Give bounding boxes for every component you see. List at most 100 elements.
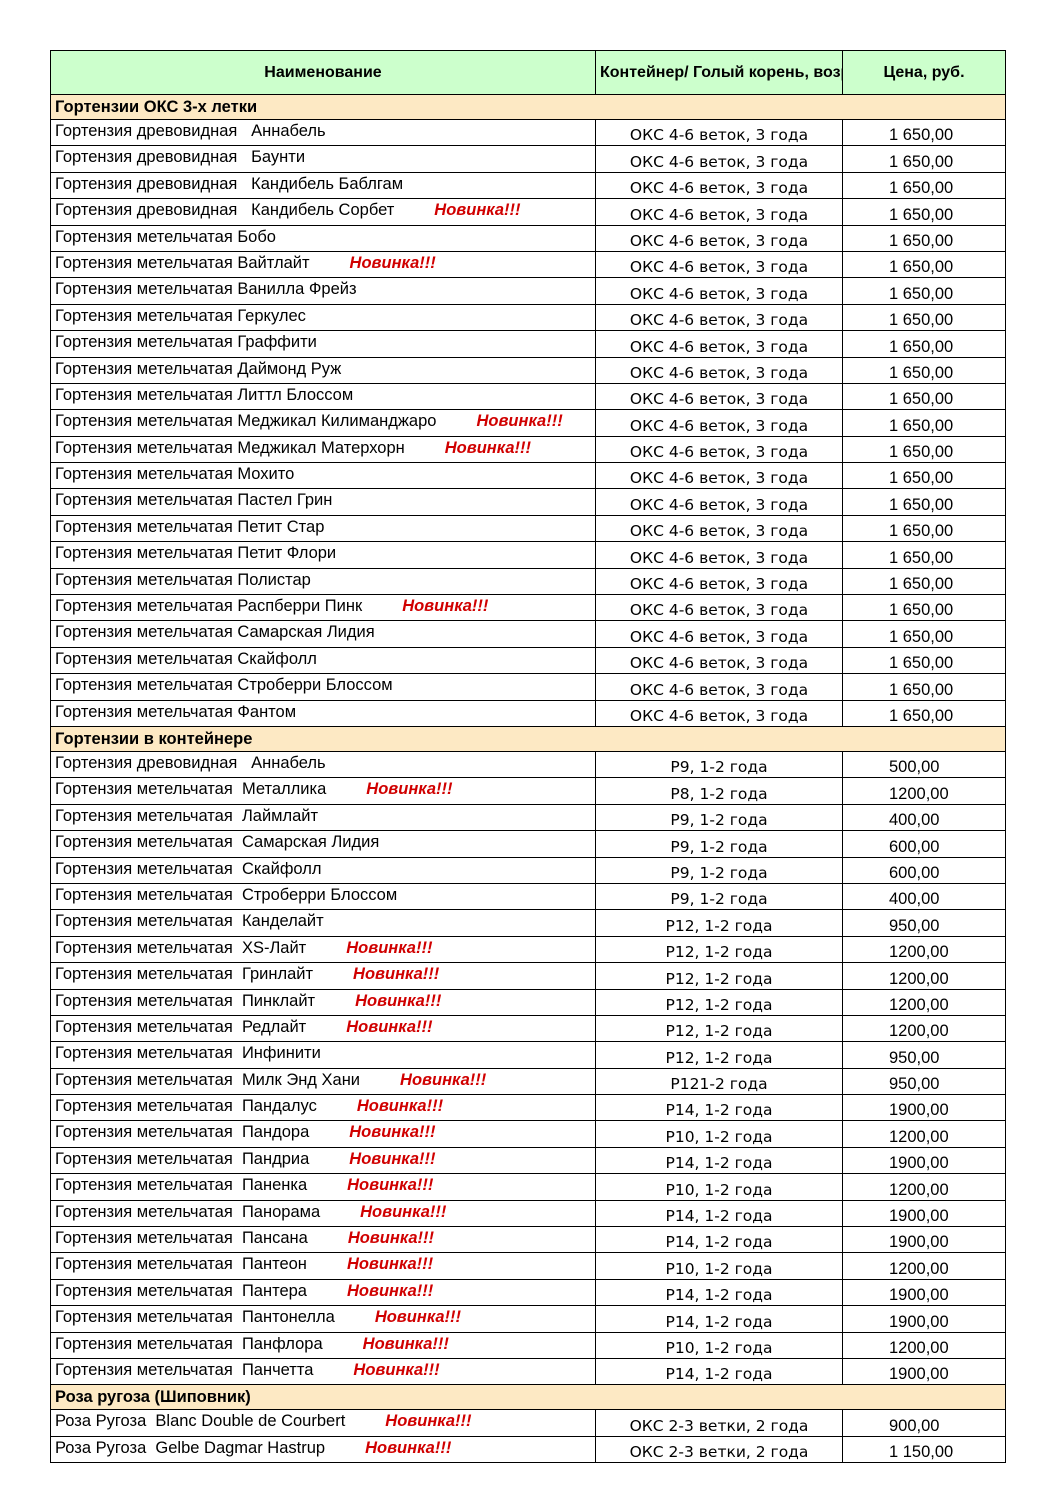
product-name-cell: Гортензия древовидная Аннабель (50, 750, 596, 779)
container-cell: Р12, 1-2 года (595, 909, 843, 937)
price-cell: 1 650,00 (842, 356, 1006, 384)
product-name: Гортензия древовидная Кандибель Сорбет (55, 201, 395, 220)
table-row: Гортензия метельчатая Панорама Новинка!!!… (50, 1199, 1006, 1228)
container-cell: Р10, 1-2 года (595, 1120, 843, 1148)
price-cell: 400,00 (842, 882, 1006, 911)
container-cell: Р14, 1-2 года (595, 1146, 843, 1175)
container-cell: ОКС 4-6 веток, 3 года (595, 435, 843, 464)
table-row: Гортензия метельчатая Пансана Новинка!!! Р… (50, 1226, 1006, 1254)
table-row: Гортензия метельчатая Пантонелла Новинка!… (50, 1305, 1006, 1333)
table-row: Гортензия метельчатая Петит Флори ОКС 4-6… (50, 541, 1006, 569)
table-row: Гортензия метельчатая Пинклайт Новинка!!!… (50, 988, 1006, 1016)
product-name-cell: Гортензия метельчатая Гринлайт Новинка!!! (50, 962, 596, 990)
product-name: Гортензия метельчатая Пинклайт (55, 991, 316, 1010)
product-name: Гортензия метельчатая Пантера (55, 1281, 307, 1300)
new-badge: Новинка!!! (353, 1360, 440, 1379)
product-name-cell: Гортензия метельчатая Даймонд Руж (50, 356, 596, 384)
product-name: Роза Ругоза Gelbe Dagmar Hastrup (55, 1438, 326, 1457)
product-name-cell: Гортензия метельчатая Полистар (50, 567, 596, 596)
product-name: Гортензия метельчатая Канделайт (55, 912, 324, 931)
product-name-cell: Гортензия метельчатая Канделайт (50, 909, 596, 937)
container-cell: Р121-2 года (595, 1067, 843, 1096)
new-badge: Новинка!!! (434, 201, 521, 220)
price-list-table: Наименование Контейнер/ Голый корень, во… (50, 50, 1006, 1464)
product-name-cell: Гортензия древовидная Кандибель Баблгам (50, 171, 596, 200)
container-cell: Р14, 1-2 года (595, 1094, 843, 1122)
product-name-cell: Гортензия метельчатая Самарская Лидия (50, 620, 596, 648)
product-name-cell: Гортензия метельчатая Редлайт Новинка!!! (50, 1014, 596, 1043)
product-name: Гортензия метельчатая Гринлайт (55, 965, 314, 984)
product-name-cell: Гортензия метельчатая Пантеон Новинка!!! (50, 1252, 596, 1280)
price-cell: 1 650,00 (842, 514, 1006, 543)
table-row: Гортензия метельчатая Редлайт Новинка!!! Р… (50, 1014, 1006, 1043)
product-name: Гортензия метельчатая Геркулес (55, 306, 306, 325)
container-cell: ОКС 4-6 веток, 3 года (595, 382, 843, 411)
table-row: Гортензия метельчатая Граффити ОКС 4-6 ве… (50, 330, 1006, 358)
product-name: Гортензия метельчатая Пансана (55, 1229, 308, 1248)
new-badge: Новинка!!! (347, 1176, 434, 1195)
table-row: Гортензия метельчатая Меджикал Матерхорн… (50, 435, 1006, 464)
product-name-cell: Гортензия метельчатая Геркулес (50, 303, 596, 332)
product-name: Гортензия метельчатая Распберри Пинк (55, 597, 363, 616)
price-cell: 1 650,00 (842, 699, 1006, 727)
price-cell: 1 650,00 (842, 435, 1006, 464)
product-name-cell: Гортензия метельчатая Литтл Блоссом (50, 382, 596, 411)
product-name-cell: Гортензия метельчатая Панчетта Новинка!!! (50, 1357, 596, 1386)
container-cell: ОКС 4-6 веток, 3 года (595, 699, 843, 727)
product-name: Гортензия метельчатая Скайфолл (55, 859, 322, 878)
product-name-cell: Гортензия метельчатая Пантера Новинка!!! (50, 1278, 596, 1307)
container-cell: ОКС 4-6 веток, 3 года (595, 356, 843, 384)
price-cell: 1900,00 (842, 1146, 1006, 1175)
product-name-cell: Гортензия метельчатая Пандриа Новинка!!! (50, 1146, 596, 1175)
section-row: Гортензии в контейнере (50, 725, 1006, 752)
container-cell: ОКС 4-6 веток, 3 года (595, 620, 843, 648)
table-row: Гортензия древовидная Аннабель Р9, 1-2 го… (50, 750, 1006, 779)
container-cell: ОКС 4-6 веток, 3 года (595, 171, 843, 200)
product-name-cell: Гортензия древовидная Кандибель Сорбет Но… (50, 198, 596, 226)
new-badge: Новинка!!! (362, 1334, 449, 1353)
container-cell: ОКС 4-6 веток, 3 года (595, 567, 843, 596)
new-badge: Новинка!!! (385, 1412, 472, 1431)
price-cell: 1 650,00 (842, 250, 1006, 279)
container-cell: ОКС 4-6 веток, 3 года (595, 409, 843, 437)
product-name: Гортензия метельчатая Граффити (55, 333, 317, 352)
container-cell: ОКС 4-6 веток, 3 года (595, 277, 843, 305)
price-cell: 1 650,00 (842, 382, 1006, 411)
container-cell: Р14, 1-2 года (595, 1357, 843, 1386)
price-cell: 1 650,00 (842, 198, 1006, 226)
section-title: Гортензии ОКС 3-х летки (50, 94, 1006, 120)
price-cell: 1200,00 (842, 988, 1006, 1016)
table-row: Гортензия метельчатая Пандалус Новинка!!!… (50, 1094, 1006, 1122)
product-name-cell: Гортензия метельчатая Пастел Грин (50, 488, 596, 516)
new-badge: Новинка!!! (349, 1123, 436, 1142)
new-badge: Новинка!!! (346, 1017, 433, 1036)
table-row: Гортензия метельчатая Бобо ОКС 4-6 веток,… (50, 224, 1006, 252)
price-cell: 1900,00 (842, 1199, 1006, 1228)
price-cell: 1900,00 (842, 1278, 1006, 1307)
table-row: Гортензия метельчатая Пастел Грин ОКС 4-6… (50, 488, 1006, 516)
product-name-cell: Гортензия метельчатая Панфлора Новинка!!! (50, 1331, 596, 1359)
price-cell: 950,00 (842, 909, 1006, 937)
new-badge: Новинка!!! (400, 1070, 487, 1089)
product-name-cell: Гортензия метельчатая Ванилла Фрейз (50, 277, 596, 305)
product-name-cell: Гортензия метельчатая Граффити (50, 330, 596, 358)
product-name: Гортензия метельчатая Пастел Грин (55, 491, 333, 510)
product-name: Гортензия метельчатая Панфлора (55, 1334, 323, 1353)
section-row: Гортензии ОКС 3-х летки (50, 94, 1006, 120)
product-name: Гортензия метельчатая Пантонелла (55, 1308, 335, 1327)
product-name-cell: Гортензия метельчатая Пинклайт Новинка!!! (50, 988, 596, 1016)
table-row: Гортензия древовидная Баунти ОКС 4-6 вето… (50, 145, 1006, 173)
product-name: Гортензия метельчатая Мохито (55, 465, 295, 484)
price-cell: 1 150,00 (842, 1435, 1006, 1464)
product-name: Гортензия метельчатая Строберри Блоссом (55, 676, 393, 695)
product-name-cell: Гортензия метельчатая Строберри Блоссом (50, 882, 596, 911)
table-row: Гортензия метельчатая Скайфолл ОКС 4-6 ве… (50, 646, 1006, 675)
product-name: Гортензия метельчатая Скайфолл (55, 649, 317, 668)
new-badge: Новинка!!! (374, 1308, 462, 1327)
product-name: Гортензия метельчатая Меджикал Матерхорн (55, 438, 405, 457)
container-cell: Р14, 1-2 года (595, 1226, 843, 1254)
product-name: Гортензия древовидная Аннабель (55, 122, 326, 140)
new-badge: Новинка!!! (356, 1097, 444, 1116)
price-cell: 1 650,00 (842, 594, 1006, 622)
product-name: Гортензия древовидная Кандибель Баблгам (55, 174, 404, 193)
